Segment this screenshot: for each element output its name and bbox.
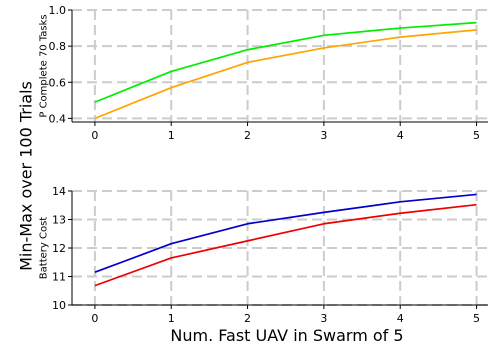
figure-x-label: Num. Fast UAV in Swarm of 5 (170, 326, 403, 345)
x-tick-label: 1 (168, 312, 175, 325)
series-line (94, 203, 477, 287)
y-tick-label: 1.0 (49, 4, 67, 17)
x-tick-label: 3 (320, 129, 327, 142)
x-tick-label: 5 (473, 129, 480, 142)
top-chart-panel: 0 1 2 3 4 5 0.4 0.6 0.8 1.0P Complete 70 Tasks (39, 4, 488, 142)
x-tick-label: 2 (244, 129, 251, 142)
x-tick-label: 0 (91, 312, 98, 325)
series-line (94, 29, 477, 120)
x-tick-label: 4 (397, 129, 404, 142)
x-tick-label: 0 (91, 129, 98, 142)
x-tick-label: 5 (473, 312, 480, 325)
series-line (94, 193, 477, 274)
figure-y-label: Min-Max over 100 Trials (17, 81, 36, 271)
y-axis-label: P Complete 70 Tasks (39, 14, 50, 117)
y-axis-label: Battery Cost (39, 217, 50, 280)
y-tick-label: 11 (52, 271, 66, 284)
series-line (94, 21, 477, 103)
y-tick-label: 10 (52, 299, 66, 312)
y-tick-label: 0.4 (49, 112, 67, 125)
y-tick-label: 0.6 (49, 76, 67, 89)
y-tick-label: 13 (52, 214, 66, 227)
x-tick-label: 4 (397, 312, 404, 325)
x-tick-label: 3 (320, 312, 327, 325)
x-tick-label: 1 (168, 129, 175, 142)
x-tick-label: 2 (244, 312, 251, 325)
y-tick-label: 12 (52, 242, 66, 255)
y-tick-label: 0.8 (49, 40, 67, 53)
y-tick-label: 14 (52, 185, 66, 198)
